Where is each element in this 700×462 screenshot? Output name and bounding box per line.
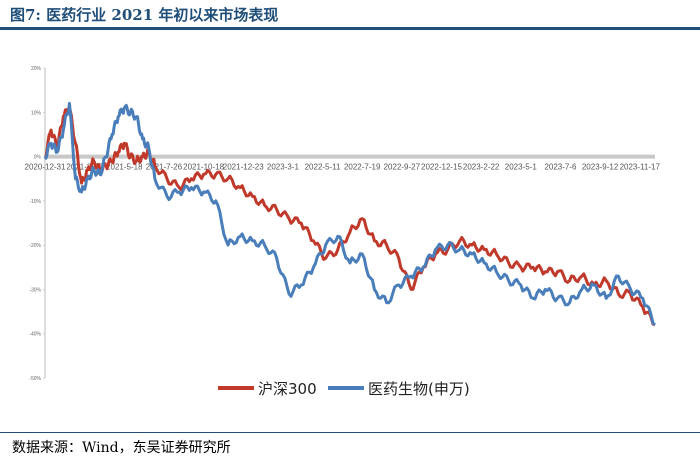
x-tick-label: 2023-7-6 — [544, 163, 577, 172]
source-note: 数据来源：Wind，东吴证券研究所 — [12, 440, 231, 456]
x-tick-label: 2023-9-12 — [582, 163, 619, 172]
y-tick-label: -20% — [29, 243, 41, 249]
x-tick-label: 2023-11-17 — [620, 163, 661, 172]
x-tick-label: 2021-5-18 — [106, 163, 143, 172]
figure-title: 图7: 医药行业 2021 年初以来市场表现 — [10, 6, 279, 24]
x-tick-label: 2023-3-1 — [267, 163, 300, 172]
y-tick-label: -50% — [29, 376, 41, 382]
x-tick-label: 2022-7-19 — [344, 163, 381, 172]
y-tick-label: 20% — [31, 66, 42, 72]
y-tick-label: -40% — [29, 332, 41, 338]
figure-title-bar: 图7: 医药行业 2021 年初以来市场表现 — [0, 0, 700, 30]
x-tick-label: 2022-12-15 — [421, 163, 462, 172]
x-tick-label: 2022-5-11 — [305, 163, 341, 172]
x-tick-label: 2021-10-18 — [183, 163, 224, 172]
y-tick-label: -10% — [29, 199, 41, 205]
x-tick-label: 2020-12-31 — [25, 163, 66, 172]
y-tick-label: 0% — [34, 155, 42, 161]
y-tick-label: 10% — [31, 110, 42, 116]
legend-label-hs300: 沪深300 — [258, 380, 317, 398]
x-tick-label: 2022-9-27 — [384, 163, 421, 172]
source-bar: 数据来源：Wind，东吴证券研究所 — [0, 432, 700, 462]
legend-label-pharma: 医药生物(申万) — [368, 380, 470, 398]
x-tick-label: 2023-2-22 — [463, 163, 500, 172]
x-tick-label: 2021-7-26 — [146, 163, 183, 172]
series-layer — [43, 101, 657, 327]
series-line-hs300 — [44, 106, 656, 327]
y-tick-label: -30% — [29, 287, 41, 293]
series-line-pharma — [43, 101, 657, 327]
line-chart: 20%10%0%-10%-20%-30%-40%-50%2020-12-31 20… — [25, 66, 661, 398]
legend: 沪深300 医药生物(申万) — [218, 380, 470, 398]
x-tick-label: 2023-5-1 — [505, 163, 538, 172]
x-tick-label: 2021-12-23 — [223, 163, 264, 172]
x-tick-label: 2021-3-10 — [66, 163, 103, 172]
